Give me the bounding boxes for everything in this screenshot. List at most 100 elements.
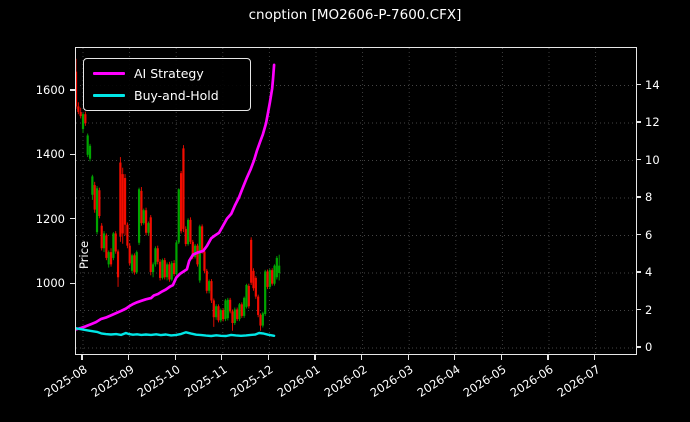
candle-down xyxy=(172,263,176,275)
candle-down xyxy=(229,299,232,312)
candle-down xyxy=(156,248,159,262)
y-tick-mark-right xyxy=(636,83,641,86)
x-tick-mark xyxy=(454,355,456,360)
y-tick-mark-right xyxy=(636,346,641,348)
y-tick-label-left: 1200 xyxy=(35,211,65,226)
candle-down xyxy=(168,264,171,280)
buy-and-hold-line-swatch xyxy=(93,93,125,98)
candle-up xyxy=(112,233,115,258)
candle-up xyxy=(95,188,99,233)
candle-down xyxy=(79,111,82,117)
y-tick-mark-right xyxy=(636,271,641,273)
candle-up xyxy=(91,176,94,195)
candle-down xyxy=(109,252,113,265)
candle-down xyxy=(205,270,208,291)
candle-down xyxy=(149,217,152,273)
candle-up xyxy=(273,265,276,284)
candle-down xyxy=(236,309,239,320)
candle-down xyxy=(252,270,255,289)
candle-up xyxy=(102,233,106,249)
candle-down xyxy=(257,296,260,315)
y-tick-label-right: 14 xyxy=(645,77,660,92)
candle-up xyxy=(137,189,141,243)
y-tick-mark-right xyxy=(636,308,641,311)
candle-up xyxy=(233,309,236,324)
x-tick-mark xyxy=(500,355,502,360)
candle-up xyxy=(88,145,92,159)
candle-down xyxy=(240,304,243,316)
candle-down xyxy=(254,277,257,297)
candle-down xyxy=(126,224,129,246)
candle-up xyxy=(275,257,278,278)
candle-down xyxy=(212,300,215,318)
candle-up xyxy=(238,304,241,320)
candle-down xyxy=(182,148,185,229)
candle-down xyxy=(201,226,204,252)
candle-down xyxy=(144,210,148,233)
candle-up xyxy=(226,299,229,319)
candle-up xyxy=(175,242,178,275)
legend-label-ai-strategy: AI Strategy xyxy=(134,66,204,81)
candle-up xyxy=(198,226,201,281)
candle-down xyxy=(163,260,166,278)
candle-down xyxy=(77,106,80,112)
candle-down xyxy=(133,255,136,273)
candle-down xyxy=(217,306,220,321)
x-tick-mark xyxy=(174,355,176,360)
plot-area: AI Strategy Buy-and-Hold Price Return xyxy=(75,47,637,355)
candle-up xyxy=(161,260,164,278)
candle-down xyxy=(184,228,187,245)
candle-down xyxy=(100,225,103,249)
chart-title: cnoption [MO2606-P-7600.CFX] xyxy=(248,7,462,23)
y-tick-mark-left xyxy=(70,89,75,91)
candle-down xyxy=(231,311,234,324)
candle-up xyxy=(170,263,173,280)
candle-down xyxy=(116,251,120,278)
y-tick-label-left: 1600 xyxy=(35,83,65,97)
candle-down xyxy=(121,174,124,234)
candle-down xyxy=(140,190,143,224)
candle-up xyxy=(107,252,110,265)
y-tick-mark-right xyxy=(636,121,641,123)
y-tick-label-right: 10 xyxy=(645,152,660,167)
candle-up xyxy=(264,271,267,314)
candle-down xyxy=(180,173,183,232)
ai-strategy-line xyxy=(76,63,276,331)
candle-up xyxy=(261,313,264,326)
buy-and-hold-line xyxy=(76,327,276,338)
y-tick-label-left: 1000 xyxy=(35,276,65,291)
candle-down xyxy=(123,178,127,225)
candle-down xyxy=(114,233,117,252)
candle-up xyxy=(219,310,222,321)
candle-down xyxy=(259,314,262,326)
y-tick-mark-right xyxy=(636,196,641,198)
y-tick-mark-left xyxy=(70,218,75,220)
y-tick-label-right: 12 xyxy=(645,115,660,129)
candle-down xyxy=(247,285,250,307)
candle-up xyxy=(142,210,145,224)
y-axis-label-price: Price xyxy=(77,240,91,270)
candle-up xyxy=(130,255,134,271)
x-tick-mark xyxy=(314,355,316,360)
candle-down xyxy=(271,270,274,284)
candle-up xyxy=(187,219,190,245)
y-tick-label-right: 8 xyxy=(645,190,653,204)
candle-down xyxy=(98,190,101,217)
candle-down xyxy=(93,185,96,210)
candle-up xyxy=(151,264,155,273)
candle-up xyxy=(154,248,157,265)
candle-up xyxy=(147,223,150,233)
x-tick-mark xyxy=(81,355,83,360)
candle-down xyxy=(266,271,269,287)
candle-down xyxy=(222,310,225,320)
candle-up xyxy=(215,306,218,318)
candle-up xyxy=(268,270,271,287)
candle-down xyxy=(191,241,194,257)
candle-down xyxy=(119,162,122,237)
y-tick-mark-right xyxy=(636,233,641,236)
x-tick-mark xyxy=(267,355,269,360)
candle-up xyxy=(243,297,246,316)
x-tick-mark xyxy=(547,355,549,360)
candle-down xyxy=(203,251,206,271)
candle-up xyxy=(86,135,89,155)
